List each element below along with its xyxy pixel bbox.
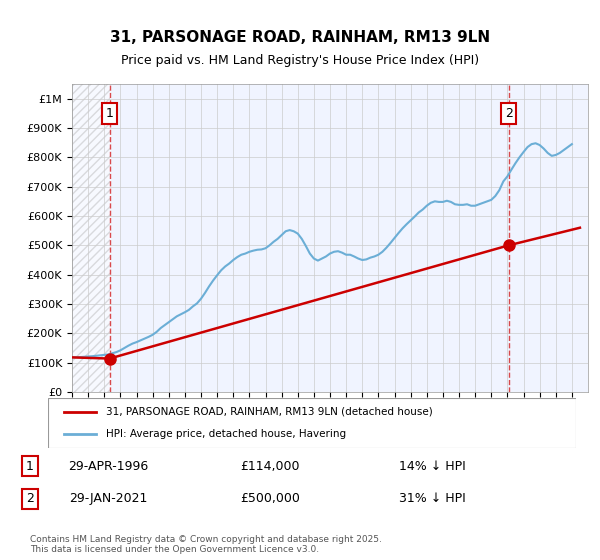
Text: £500,000: £500,000 <box>240 492 300 506</box>
Bar <box>72 84 110 392</box>
Text: 14% ↓ HPI: 14% ↓ HPI <box>398 460 466 473</box>
Text: 2: 2 <box>26 492 34 506</box>
Text: 31, PARSONAGE ROAD, RAINHAM, RM13 9LN (detached house): 31, PARSONAGE ROAD, RAINHAM, RM13 9LN (d… <box>106 407 433 417</box>
Bar <box>72 84 110 392</box>
Text: 29-JAN-2021: 29-JAN-2021 <box>69 492 147 506</box>
Text: 1: 1 <box>26 460 34 473</box>
Text: Price paid vs. HM Land Registry's House Price Index (HPI): Price paid vs. HM Land Registry's House … <box>121 54 479 67</box>
Text: 31, PARSONAGE ROAD, RAINHAM, RM13 9LN: 31, PARSONAGE ROAD, RAINHAM, RM13 9LN <box>110 30 490 45</box>
Text: 2: 2 <box>505 107 512 120</box>
Text: 29-APR-1996: 29-APR-1996 <box>68 460 148 473</box>
Text: HPI: Average price, detached house, Havering: HPI: Average price, detached house, Have… <box>106 429 346 439</box>
Text: 1: 1 <box>106 107 113 120</box>
Text: 31% ↓ HPI: 31% ↓ HPI <box>398 492 466 506</box>
Text: Contains HM Land Registry data © Crown copyright and database right 2025.
This d: Contains HM Land Registry data © Crown c… <box>30 535 382 554</box>
FancyBboxPatch shape <box>48 398 576 448</box>
Text: £114,000: £114,000 <box>240 460 300 473</box>
